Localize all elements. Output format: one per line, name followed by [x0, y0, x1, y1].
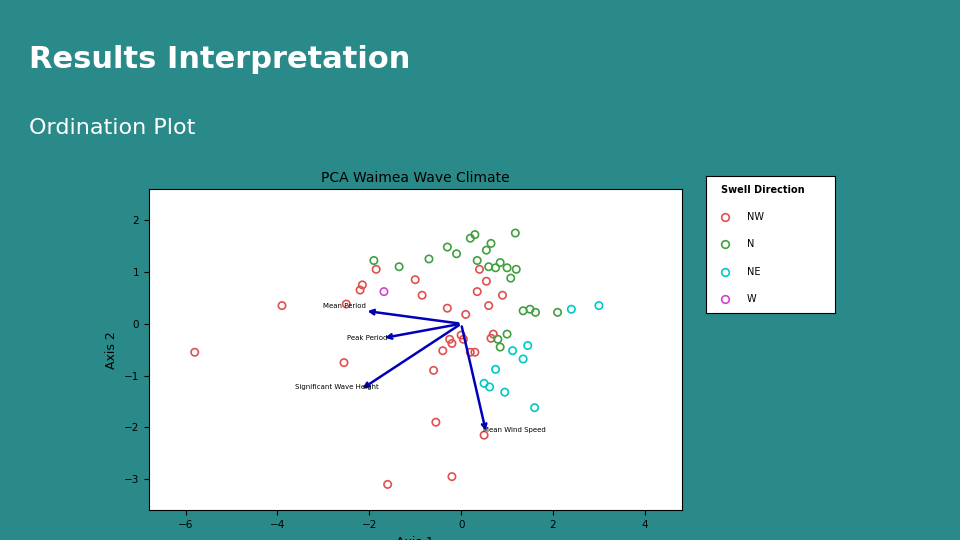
Point: [463, 348, 478, 356]
Point: [522, 305, 538, 314]
Point: [435, 346, 450, 355]
Text: Ordination Plot: Ordination Plot: [30, 118, 196, 138]
Text: Significant Wave Height: Significant Wave Height: [296, 384, 379, 390]
Point: [476, 431, 492, 440]
Point: [440, 304, 455, 313]
Point: [483, 334, 498, 342]
Point: [527, 403, 542, 412]
Point: [421, 255, 437, 264]
Point: [187, 348, 203, 356]
Point: [488, 365, 503, 374]
Point: [491, 335, 506, 343]
Point: [336, 358, 351, 367]
Point: [481, 301, 496, 310]
Text: Mean Period: Mean Period: [323, 302, 366, 308]
Point: [428, 418, 444, 427]
Point: [494, 291, 510, 300]
Point: [463, 234, 478, 242]
Point: [481, 262, 496, 271]
Point: [479, 246, 494, 254]
Point: [275, 301, 290, 310]
Point: [449, 249, 465, 258]
Point: [516, 355, 531, 363]
Title: PCA Waimea Wave Climate: PCA Waimea Wave Climate: [321, 171, 510, 185]
Point: [503, 274, 518, 282]
Point: [380, 480, 396, 489]
Point: [483, 239, 498, 248]
Point: [408, 275, 423, 284]
Point: [469, 256, 485, 265]
Point: [479, 277, 494, 286]
Text: Peak Period: Peak Period: [347, 335, 387, 341]
Text: N: N: [747, 239, 755, 249]
Point: [426, 366, 442, 375]
Point: [564, 305, 579, 314]
Point: [339, 300, 354, 308]
Text: Mean Wind Speed: Mean Wind Speed: [483, 427, 545, 433]
Text: NE: NE: [747, 267, 760, 277]
Point: [486, 330, 501, 339]
Point: [508, 229, 523, 238]
Point: [354, 281, 370, 289]
Point: [469, 287, 485, 296]
Text: Swell Direction: Swell Direction: [721, 185, 804, 195]
Point: [366, 256, 381, 265]
Point: [456, 335, 471, 343]
Point: [471, 265, 487, 274]
X-axis label: Axis 1: Axis 1: [396, 536, 434, 540]
Point: [509, 265, 524, 274]
Point: [528, 308, 543, 316]
Point: [505, 346, 520, 355]
Point: [442, 335, 457, 343]
Point: [591, 301, 607, 310]
Point: [444, 472, 460, 481]
Point: [476, 379, 492, 388]
Point: [444, 339, 460, 348]
Point: [453, 331, 468, 340]
Point: [492, 343, 508, 352]
Point: [376, 287, 392, 296]
Point: [468, 230, 483, 239]
Point: [392, 262, 407, 271]
Point: [415, 291, 430, 300]
Y-axis label: Axis 2: Axis 2: [106, 331, 118, 368]
Point: [440, 242, 455, 251]
Text: Results Interpretation: Results Interpretation: [30, 45, 411, 74]
Text: NW: NW: [747, 212, 764, 222]
Point: [499, 264, 515, 272]
Point: [352, 286, 368, 294]
Point: [468, 348, 483, 356]
Point: [458, 310, 473, 319]
Point: [550, 308, 565, 316]
Point: [369, 265, 384, 274]
Point: [482, 383, 497, 391]
Point: [492, 258, 508, 267]
Point: [516, 307, 531, 315]
Point: [488, 264, 503, 272]
Text: W: W: [747, 294, 756, 305]
Point: [520, 341, 536, 350]
Point: [499, 330, 515, 339]
Point: [497, 388, 513, 396]
